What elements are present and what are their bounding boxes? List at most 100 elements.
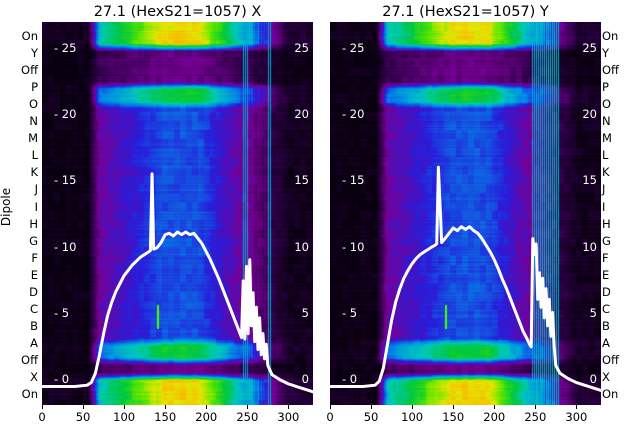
category-axis-left: Dipole On Y Off P O N M L K J I H G F E D C B A Off X On (0, 20, 38, 420)
category-tick-left-5: N (29, 114, 38, 129)
profile-trace-x (42, 172, 313, 394)
x-tick-label-right-2: 100 (401, 410, 424, 424)
x-tick-label-left-4: 200 (195, 410, 218, 424)
x-tick-label-left-3: 150 (154, 410, 177, 424)
y-tick-label-y-inner-left-1: - 20 (342, 107, 365, 122)
y-tick-label-y-inner-left-5: - 0 (342, 371, 358, 386)
x-tick-mark-right-4 (494, 405, 496, 409)
category-tick-left-13: F (31, 250, 38, 265)
y-tick-label-y-inner-left-0: - 25 (342, 41, 365, 56)
x-tick-label-right-6: 300 (565, 410, 588, 424)
category-tick-left-8: K (30, 165, 38, 180)
category-tick-right-6: M (602, 131, 612, 146)
y-tick-label-x-inner-left-0: - 25 (54, 41, 77, 56)
category-tick-right-10: I (602, 199, 606, 214)
category-tick-right-17: B (602, 318, 610, 333)
y-tick-label-x-inner-left-4: - 5 (54, 305, 70, 320)
heatmap-image-y (330, 22, 601, 405)
x-tick-label-right-0: 0 (326, 410, 334, 424)
x-tick-mark-left-3 (165, 405, 167, 409)
category-tick-left-7: L (31, 148, 38, 163)
x-tick-mark-right-1 (371, 405, 373, 409)
x-tick-label-right-1: 50 (363, 410, 379, 424)
category-tick-left-0: On (21, 29, 38, 43)
x-tick-label-right-5: 250 (524, 410, 547, 424)
profile-trace-y (330, 165, 601, 392)
category-tick-right-18: A (602, 335, 610, 350)
category-tick-left-6: M (28, 131, 38, 146)
x-axis-left: 0 50 100 150 200 250 300 (38, 405, 313, 440)
y-tick-label-x-inner-left-2: - 15 (54, 173, 77, 188)
category-tick-right-4: O (602, 97, 612, 112)
category-tick-right-7: L (602, 148, 609, 163)
profile-x (42, 172, 313, 394)
y-tick-label-x-inner-left-3: - 10 (54, 239, 77, 254)
category-tick-left-2: Off (21, 63, 38, 78)
category-tick-left-21: On (21, 387, 38, 402)
heatmap-panel-y[interactable]: - 25 25 - 20 20 - 15 15 - 10 10 - 5 5 - 0 0 (330, 22, 601, 405)
category-tick-right-2: Off (602, 63, 619, 78)
x-tick-mark-right-0 (330, 405, 331, 409)
y-tick-label-y-inner-right-0: 25 (582, 41, 597, 56)
y-tick-label-y-inner-right-2: 15 (582, 173, 597, 188)
category-tick-right-1: Y (602, 46, 610, 61)
y-tick-label-x-inner-right-0: 25 (294, 41, 309, 56)
category-tick-left-18: A (30, 335, 38, 350)
category-tick-left-10: I (34, 199, 38, 214)
category-tick-left-19: Off (21, 352, 38, 367)
profile-y (330, 165, 601, 392)
x-tick-label-left-5: 250 (236, 410, 259, 424)
category-tick-left-9: J (34, 182, 38, 197)
category-tick-right-5: N (602, 114, 611, 129)
x-tick-mark-left-4 (206, 405, 208, 409)
panel-title-x: 27.1 (HexS21=1057) X (93, 4, 262, 20)
category-tick-right-3: P (602, 80, 609, 95)
x-tick-mark-right-5 (535, 405, 537, 409)
y-tick-label-x-inner-left-5: - 0 (54, 371, 70, 386)
y-tick-label-x-inner-right-5: 0 (301, 371, 309, 386)
x-tick-mark-left-1 (83, 405, 85, 409)
category-tick-right-20: X (602, 370, 610, 384)
category-tick-left-11: H (29, 216, 38, 231)
x-tick-mark-left-5 (247, 405, 249, 409)
category-tick-left-16: C (29, 301, 38, 316)
x-tick-mark-right-2 (412, 405, 414, 409)
category-tick-left-3: P (31, 80, 38, 95)
y-tick-label-x-inner-left-1: - 20 (54, 107, 77, 122)
x-tick-mark-right-3 (453, 405, 455, 409)
category-tick-right-9: J (602, 182, 606, 197)
x-tick-label-left-6: 300 (277, 410, 300, 424)
category-tick-left-12: G (29, 233, 38, 248)
x-tick-mark-left-6 (288, 405, 290, 409)
panel-title-y: 27.1 (HexS21=1057) Y (382, 4, 549, 20)
category-tick-right-19: Off (602, 352, 619, 367)
y-tick-label-y-inner-right-4: 5 (589, 305, 597, 320)
y-tick-label-y-inner-right-5: 0 (589, 371, 597, 386)
y-tick-label-x-inner-right-3: 10 (294, 239, 309, 254)
category-tick-right-0: On (602, 29, 619, 43)
y-tick-label-x-inner-right-1: 20 (294, 107, 309, 122)
category-tick-left-14: E (30, 267, 38, 282)
x-tick-mark-left-0 (42, 405, 43, 409)
y-tick-label-y-inner-left-3: - 10 (342, 239, 365, 254)
heatmap-image-x (42, 22, 313, 405)
category-tick-right-21: On (602, 387, 619, 402)
y-tick-label-x-inner-right-4: 5 (301, 305, 309, 320)
heatmap-panel-x[interactable]: - 25 25 - 20 20 - 15 15 - 10 10 - 5 5 - 0 0 (42, 22, 313, 405)
category-tick-right-13: F (602, 250, 609, 265)
category-tick-right-11: H (602, 216, 611, 231)
y-tick-label-x-inner-right-2: 15 (294, 173, 309, 188)
category-tick-left-4: O (28, 97, 38, 112)
x-tick-label-right-3: 150 (442, 410, 465, 424)
y-tick-label-y-inner-right-3: 10 (582, 239, 597, 254)
x-tick-mark-right-6 (576, 405, 578, 409)
y-tick-label-y-inner-left-4: - 5 (342, 305, 358, 320)
category-axis-right: On Y Off P O N M L K J I H G F E D C B A Off X On (602, 20, 636, 420)
category-tick-right-12: G (602, 233, 611, 248)
category-tick-right-15: D (602, 284, 611, 299)
x-tick-mark-left-2 (124, 405, 126, 409)
category-tick-right-16: C (602, 301, 611, 316)
y-tick-label-y-inner-left-2: - 15 (342, 173, 365, 188)
category-tick-left-15: D (29, 284, 38, 299)
x-tick-label-left-2: 100 (113, 410, 136, 424)
